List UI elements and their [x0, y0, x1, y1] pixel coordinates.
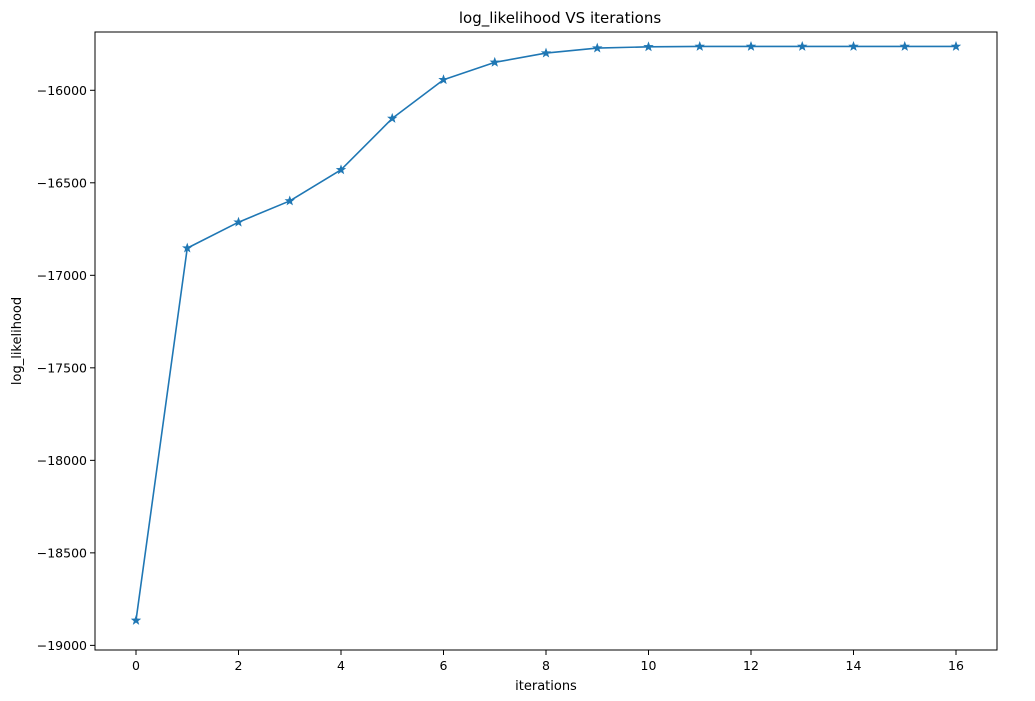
data-point-marker	[438, 74, 449, 85]
data-point-marker	[797, 40, 808, 51]
y-axis-title: log_likelihood	[10, 297, 25, 385]
x-tick-label: 2	[235, 658, 243, 673]
data-point-marker	[182, 242, 193, 253]
data-point-marker	[233, 216, 244, 227]
series-line	[135, 45, 956, 621]
x-tick-label: 14	[846, 658, 862, 673]
x-tick-label: 6	[440, 658, 448, 673]
chart-title: log_likelihood VS iterations	[459, 9, 661, 28]
data-point-marker	[899, 40, 910, 51]
data-point-marker	[284, 195, 295, 206]
y-tick-label: −18000	[37, 453, 87, 468]
data-point-marker	[694, 40, 705, 51]
y-tick-label: −18500	[37, 545, 87, 560]
x-tick-label: 8	[542, 658, 550, 673]
data-point-marker	[592, 42, 603, 53]
data-point-marker	[745, 40, 757, 51]
y-tick-label: −16000	[37, 83, 87, 98]
x-tick-label: 10	[641, 658, 657, 673]
x-tick-label: 0	[132, 658, 140, 673]
x-axis-title: iterations	[515, 679, 577, 694]
data-point-marker	[335, 164, 347, 175]
plot-frame	[94, 31, 998, 651]
plot-area	[130, 40, 962, 625]
x-axis-ticks: 0 2 4 6 8 10 12 14 16	[132, 650, 964, 673]
data-point-marker	[643, 41, 654, 52]
x-tick-label: 12	[743, 658, 759, 673]
data-point-marker	[489, 56, 500, 67]
y-axis-ticks: −19000 −18500 −18000 −17500 −17000 −16500 −160…	[37, 83, 95, 653]
data-point-marker	[540, 47, 552, 58]
x-tick-label: 4	[337, 658, 345, 673]
y-tick-label: −19000	[37, 638, 87, 653]
data-point-marker	[950, 40, 962, 51]
y-tick-label: −17000	[37, 268, 87, 283]
data-point-marker	[387, 112, 398, 123]
data-point-marker	[848, 40, 859, 51]
data-point-marker	[130, 614, 142, 625]
y-tick-label: −17500	[37, 360, 87, 375]
x-tick-label: 16	[948, 658, 964, 673]
y-tick-label: −16500	[37, 175, 87, 190]
